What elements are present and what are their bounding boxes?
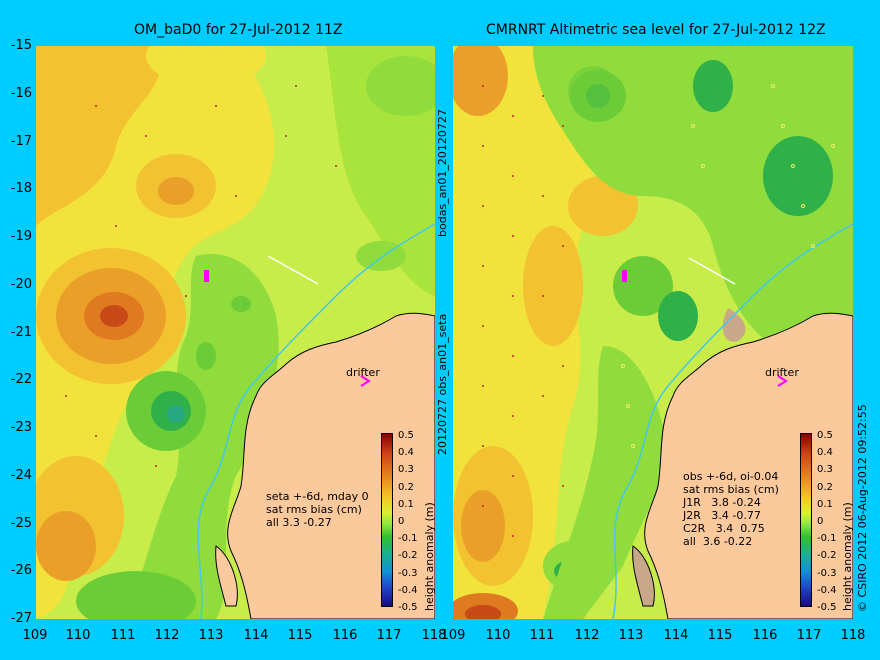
run-label-bottom: 20120727 obs_an01_seta	[436, 313, 449, 455]
right-map-panel: drifter obs +-6d, oi-0.04 sat rms bias (…	[453, 46, 853, 619]
colorbar-tick: 0.1	[817, 498, 833, 510]
y-tick: -19	[10, 229, 32, 244]
left-map-field	[36, 46, 435, 619]
y-tick: -18	[10, 181, 32, 196]
colorbar-tick: 0.5	[817, 430, 833, 441]
right-map-field	[453, 46, 853, 619]
x-tick: 118	[421, 628, 447, 643]
right-colorbar-ticks: 0.5 0.4 0.3 0.2 0.1 0 -0.1 -0.2 -0.3 -0.…	[817, 427, 837, 616]
left-colorbar-label: height anomaly (m)	[423, 502, 435, 611]
colorbar-tick: -0.1	[398, 533, 418, 545]
x-tick: 112	[574, 628, 600, 643]
left-map-panel: drifter seta +-6d, mday 0 sat rms bias (…	[36, 46, 435, 619]
left-info-text: seta +-6d, mday 0 sat rms bias (cm) all …	[266, 490, 369, 529]
y-tick: -23	[10, 420, 32, 435]
y-tick: -16	[10, 86, 32, 101]
x-tick: 113	[618, 628, 644, 643]
info-line: J2R 3.4 -0.77	[683, 509, 761, 522]
y-tick: -25	[10, 516, 32, 531]
colorbar-tick: 0	[817, 516, 824, 528]
info-line: sat rms bias (cm)	[266, 503, 362, 516]
info-line: sat rms bias (cm)	[683, 483, 779, 496]
left-colorbar-ticks: 0.5 0.4 0.3 0.2 0.1 0 -0.1 -0.2 -0.3 -0.…	[398, 427, 418, 616]
x-tick: 110	[485, 628, 511, 643]
info-line: seta +-6d, mday 0	[266, 490, 369, 503]
colorbar-tick: 0.1	[398, 498, 414, 510]
x-tick: 117	[796, 628, 822, 643]
info-line: all 3.3 -0.27	[266, 516, 332, 529]
colorbar-tick: -0.4	[817, 584, 837, 596]
colorbar-tick: -0.1	[817, 533, 837, 545]
x-tick: 109	[22, 628, 48, 643]
right-map-title: CMRNRT Altimetric sea level for 27-Jul-2…	[486, 22, 826, 38]
colorbar-tick: 0.3	[398, 464, 414, 476]
colorbar-tick: -0.5	[398, 602, 418, 614]
y-tick: -26	[10, 563, 32, 578]
right-colorbar-label: height anomaly (m)	[841, 502, 853, 611]
info-line: C2R 3.4 0.75	[683, 522, 765, 535]
y-tick: -21	[10, 325, 32, 340]
left-map-title: OM_baD0 for 27-Jul-2012 11Z	[134, 22, 343, 38]
x-tick: 115	[287, 628, 313, 643]
x-tick: 109	[440, 628, 466, 643]
colorbar-tick: -0.5	[817, 602, 837, 614]
info-line: J1R 3.8 -0.24	[683, 496, 761, 509]
info-line: all 3.6 -0.22	[683, 535, 753, 548]
colorbar-tick: -0.2	[817, 550, 837, 562]
colorbar-tick: 0.3	[817, 464, 833, 476]
info-line: obs +-6d, oi-0.04	[683, 470, 779, 483]
y-tick: -15	[10, 38, 32, 53]
right-colorbar	[800, 433, 812, 607]
x-tick: 111	[110, 628, 136, 643]
x-tick: 113	[198, 628, 224, 643]
drifter-label-left: drifter	[346, 366, 380, 379]
left-colorbar	[381, 433, 393, 607]
drifter-label-right: drifter	[765, 366, 799, 379]
colorbar-tick: 0.4	[817, 447, 833, 459]
y-tick: -27	[10, 611, 32, 626]
track-dots	[482, 85, 564, 537]
y-tick: -22	[10, 372, 32, 387]
colorbar-tick: 0.2	[817, 481, 833, 493]
colorbar-tick: -0.3	[398, 567, 418, 579]
run-label-top: bodas_an01_20120727	[436, 109, 449, 237]
x-tick: 114	[243, 628, 269, 643]
y-tick: -17	[10, 134, 32, 149]
y-tick: -20	[10, 277, 32, 292]
x-tick: 115	[707, 628, 733, 643]
colorbar-tick: -0.2	[398, 550, 418, 562]
x-tick: 117	[376, 628, 402, 643]
x-tick: 110	[65, 628, 91, 643]
x-tick: 111	[529, 628, 555, 643]
copyright-text: © CSIRO 2012 06-Aug-2012 09:52:55	[856, 404, 869, 612]
colorbar-tick: 0.5	[398, 430, 414, 441]
colorbar-tick: 0.2	[398, 481, 414, 493]
track-rings	[621, 84, 835, 448]
x-tick: 118	[840, 628, 866, 643]
x-tick: 112	[154, 628, 180, 643]
right-info-text: obs +-6d, oi-0.04 sat rms bias (cm) J1R …	[683, 470, 779, 548]
colorbar-tick: 0.4	[398, 447, 414, 459]
colorbar-tick: -0.3	[817, 567, 837, 579]
colorbar-tick: -0.4	[398, 584, 418, 596]
x-tick: 116	[332, 628, 358, 643]
colorbar-tick: 0	[398, 516, 405, 528]
x-tick: 114	[663, 628, 689, 643]
y-tick: -24	[10, 468, 32, 483]
x-tick: 116	[752, 628, 778, 643]
